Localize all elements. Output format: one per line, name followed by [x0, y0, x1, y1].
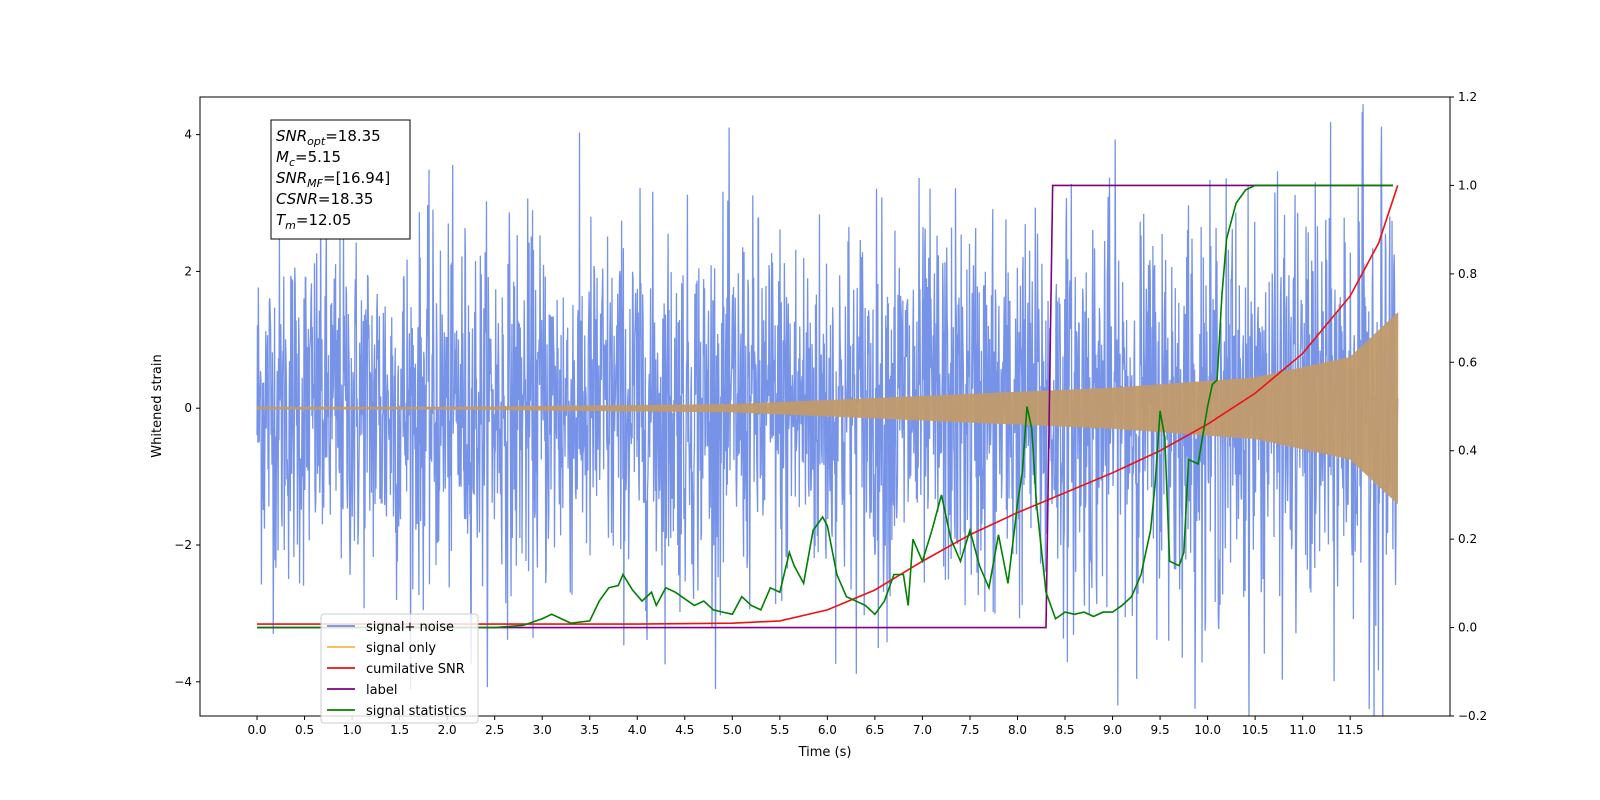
x-axis: 0.0 0.5 1.0 1.5 2.0 2.5 3.0 3.5 4.0 4.5 5.0 5.5 6.0 6… — [247, 716, 1364, 737]
legend-frame — [320, 613, 479, 724]
info-box-line: Tm=12.05 — [276, 211, 351, 232]
series-label-line — [257, 184, 1393, 629]
x-tick-label: 11.0 — [1289, 723, 1316, 737]
y-tick-label: 2 — [184, 264, 192, 278]
x-tick-label: 0.5 — [295, 723, 314, 737]
x-tick-label: 2.5 — [485, 723, 504, 737]
info-box-line: Mc=5.15 — [276, 148, 341, 169]
x-tick-label: 9.5 — [1151, 723, 1170, 737]
x-tick-label: 2.0 — [438, 723, 457, 737]
x-tick-label: 1.0 — [343, 723, 362, 737]
x-tick-label: 4.5 — [675, 723, 694, 737]
x-tick-label: 4.0 — [628, 723, 647, 737]
y-axis-label: Whitened strain — [150, 354, 165, 457]
legend-label: cumilative SNR — [366, 662, 465, 677]
plot-area — [256, 104, 1399, 716]
y2-tick-label: 0.8 — [1458, 267, 1477, 281]
y-axis-right: −0.2 0.0 0.2 0.4 0.6 0.8 1.0 1.2 — [1450, 90, 1487, 723]
x-tick-label: 3.5 — [580, 723, 599, 737]
y2-tick-label: 0.2 — [1458, 532, 1477, 546]
y-tick-label: 4 — [184, 128, 192, 142]
y2-tick-label: 0.4 — [1458, 444, 1477, 458]
legend: signal+ noise signal only cumilative SNR la… — [320, 613, 479, 724]
legend-label: signal only — [366, 641, 436, 656]
info-box-line: SNRopt=18.35 — [276, 127, 381, 148]
y2-tick-label: 0.6 — [1458, 355, 1477, 369]
series-signal-only-line — [256, 312, 1399, 504]
y2-tick-label: 1.2 — [1458, 90, 1477, 104]
y2-tick-label: 1.0 — [1458, 178, 1477, 192]
y-tick-label: 0 — [184, 401, 192, 415]
info-box-line: SNRMF=[16.94] — [276, 169, 390, 190]
series-cumulative-snr-line — [257, 185, 1399, 625]
info-box-frame — [270, 119, 411, 240]
x-tick-label: 11.5 — [1337, 723, 1364, 737]
series-signal-statistics-line — [257, 184, 1393, 629]
axes-frame — [199, 96, 1451, 717]
x-axis-label: Time (s) — [798, 745, 852, 760]
y-tick-label: −4 — [174, 675, 192, 689]
x-tick-label: 7.0 — [913, 723, 932, 737]
y-tick-label: −2 — [174, 538, 192, 552]
y2-tick-label: −0.2 — [1458, 709, 1487, 723]
x-tick-label: 8.5 — [1055, 723, 1074, 737]
y-axis-left: −4 −2 0 2 4 — [174, 128, 200, 689]
x-tick-label: 5.5 — [770, 723, 789, 737]
x-tick-label: 8.0 — [1008, 723, 1027, 737]
x-tick-label: 6.0 — [818, 723, 837, 737]
x-tick-label: 6.5 — [865, 723, 884, 737]
x-tick-label: 10.5 — [1242, 723, 1269, 737]
x-tick-label: 7.5 — [960, 723, 979, 737]
x-tick-label: 10.0 — [1194, 723, 1221, 737]
info-box-line: CSNR=18.35 — [276, 190, 373, 208]
y2-tick-label: 0.0 — [1458, 621, 1477, 635]
legend-label: signal+ noise — [366, 620, 454, 635]
legend-label: label — [366, 683, 397, 698]
legend-label: signal statistics — [366, 704, 467, 719]
x-tick-label: 0.0 — [247, 723, 266, 737]
x-tick-label: 3.0 — [533, 723, 552, 737]
x-tick-label: 9.0 — [1103, 723, 1122, 737]
x-tick-label: 5.0 — [723, 723, 742, 737]
x-tick-label: 1.5 — [390, 723, 409, 737]
info-box: SNRopt=18.35Mc=5.15SNRMF=[16.94]CSNR=18.… — [270, 119, 411, 240]
